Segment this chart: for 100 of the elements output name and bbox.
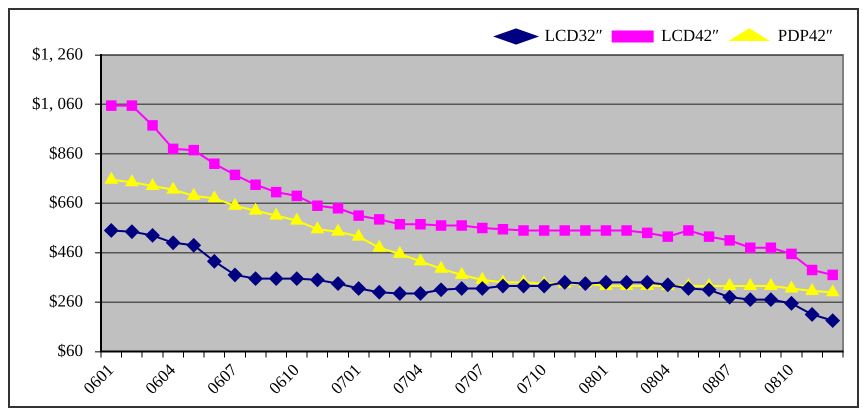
point [269,272,284,286]
point [208,191,221,202]
point [764,279,778,290]
point [394,246,406,258]
point [477,222,488,234]
point [784,296,798,310]
point [392,286,407,300]
point [454,282,469,296]
point [578,276,592,291]
point [620,275,634,290]
x-tick-label: 0601 [80,360,118,398]
y-tick-label: $1, 260 [32,44,83,64]
point [413,286,428,300]
point [805,307,820,322]
point [124,224,139,239]
point [270,186,282,198]
point [106,100,117,111]
point [766,242,776,253]
point [580,225,591,236]
point [310,272,324,287]
point [724,235,735,246]
point [806,264,818,276]
point [105,172,118,184]
point [560,225,570,236]
point [642,228,652,238]
point [209,158,220,169]
point [168,144,178,154]
point [352,230,365,241]
point [230,170,240,180]
point [147,120,158,131]
point [806,284,818,295]
x-tick-label: 0701 [327,360,365,398]
point [166,236,180,250]
point [415,219,426,230]
point [538,225,550,236]
point [228,268,242,282]
y-tick-label: $260 [49,292,83,311]
point [436,220,446,231]
point [456,268,468,279]
point [826,314,840,328]
point [250,179,261,190]
point [249,204,262,215]
point [744,279,756,290]
point [353,210,364,221]
point [311,222,324,234]
legend-label: PDP42″ [778,26,834,45]
point [374,214,384,225]
point [186,238,201,252]
point [681,282,696,296]
point [146,228,160,242]
point [434,262,448,273]
point [126,175,138,186]
point [373,240,386,252]
point [290,272,304,286]
point [188,188,200,200]
point [352,282,366,296]
point [331,276,346,291]
point [537,279,552,294]
legend-label: LCD32″ [544,26,603,45]
point [292,190,302,202]
legend-label: LCD42″ [661,26,720,45]
point [207,254,222,268]
point [786,248,797,260]
point [683,225,694,236]
y-tick-label: $1, 060 [32,94,83,113]
y-tick-label: $860 [49,143,83,162]
point [621,225,632,236]
point [723,279,736,290]
point [166,182,180,194]
point [188,144,199,156]
point [332,202,344,214]
point [475,282,490,296]
point [743,292,758,307]
point [146,178,159,190]
point [372,285,386,300]
point [228,198,242,210]
point [826,285,839,296]
point [662,231,674,242]
point [764,292,778,307]
point [394,219,406,230]
point [600,225,612,236]
point [476,272,488,284]
point [104,223,118,238]
point [598,275,613,290]
point [414,254,427,266]
point [290,214,303,225]
point [702,282,716,297]
point [126,100,138,111]
y-tick-label: $660 [49,192,83,212]
y-tick-label: $60 [58,341,83,360]
point [498,224,508,234]
point [456,220,467,231]
point [827,270,838,280]
point [312,200,323,211]
point [640,275,654,290]
point [248,272,263,286]
point [516,279,531,294]
x-tick-label: 0801 [574,360,612,398]
point [704,231,714,242]
point [785,282,798,293]
